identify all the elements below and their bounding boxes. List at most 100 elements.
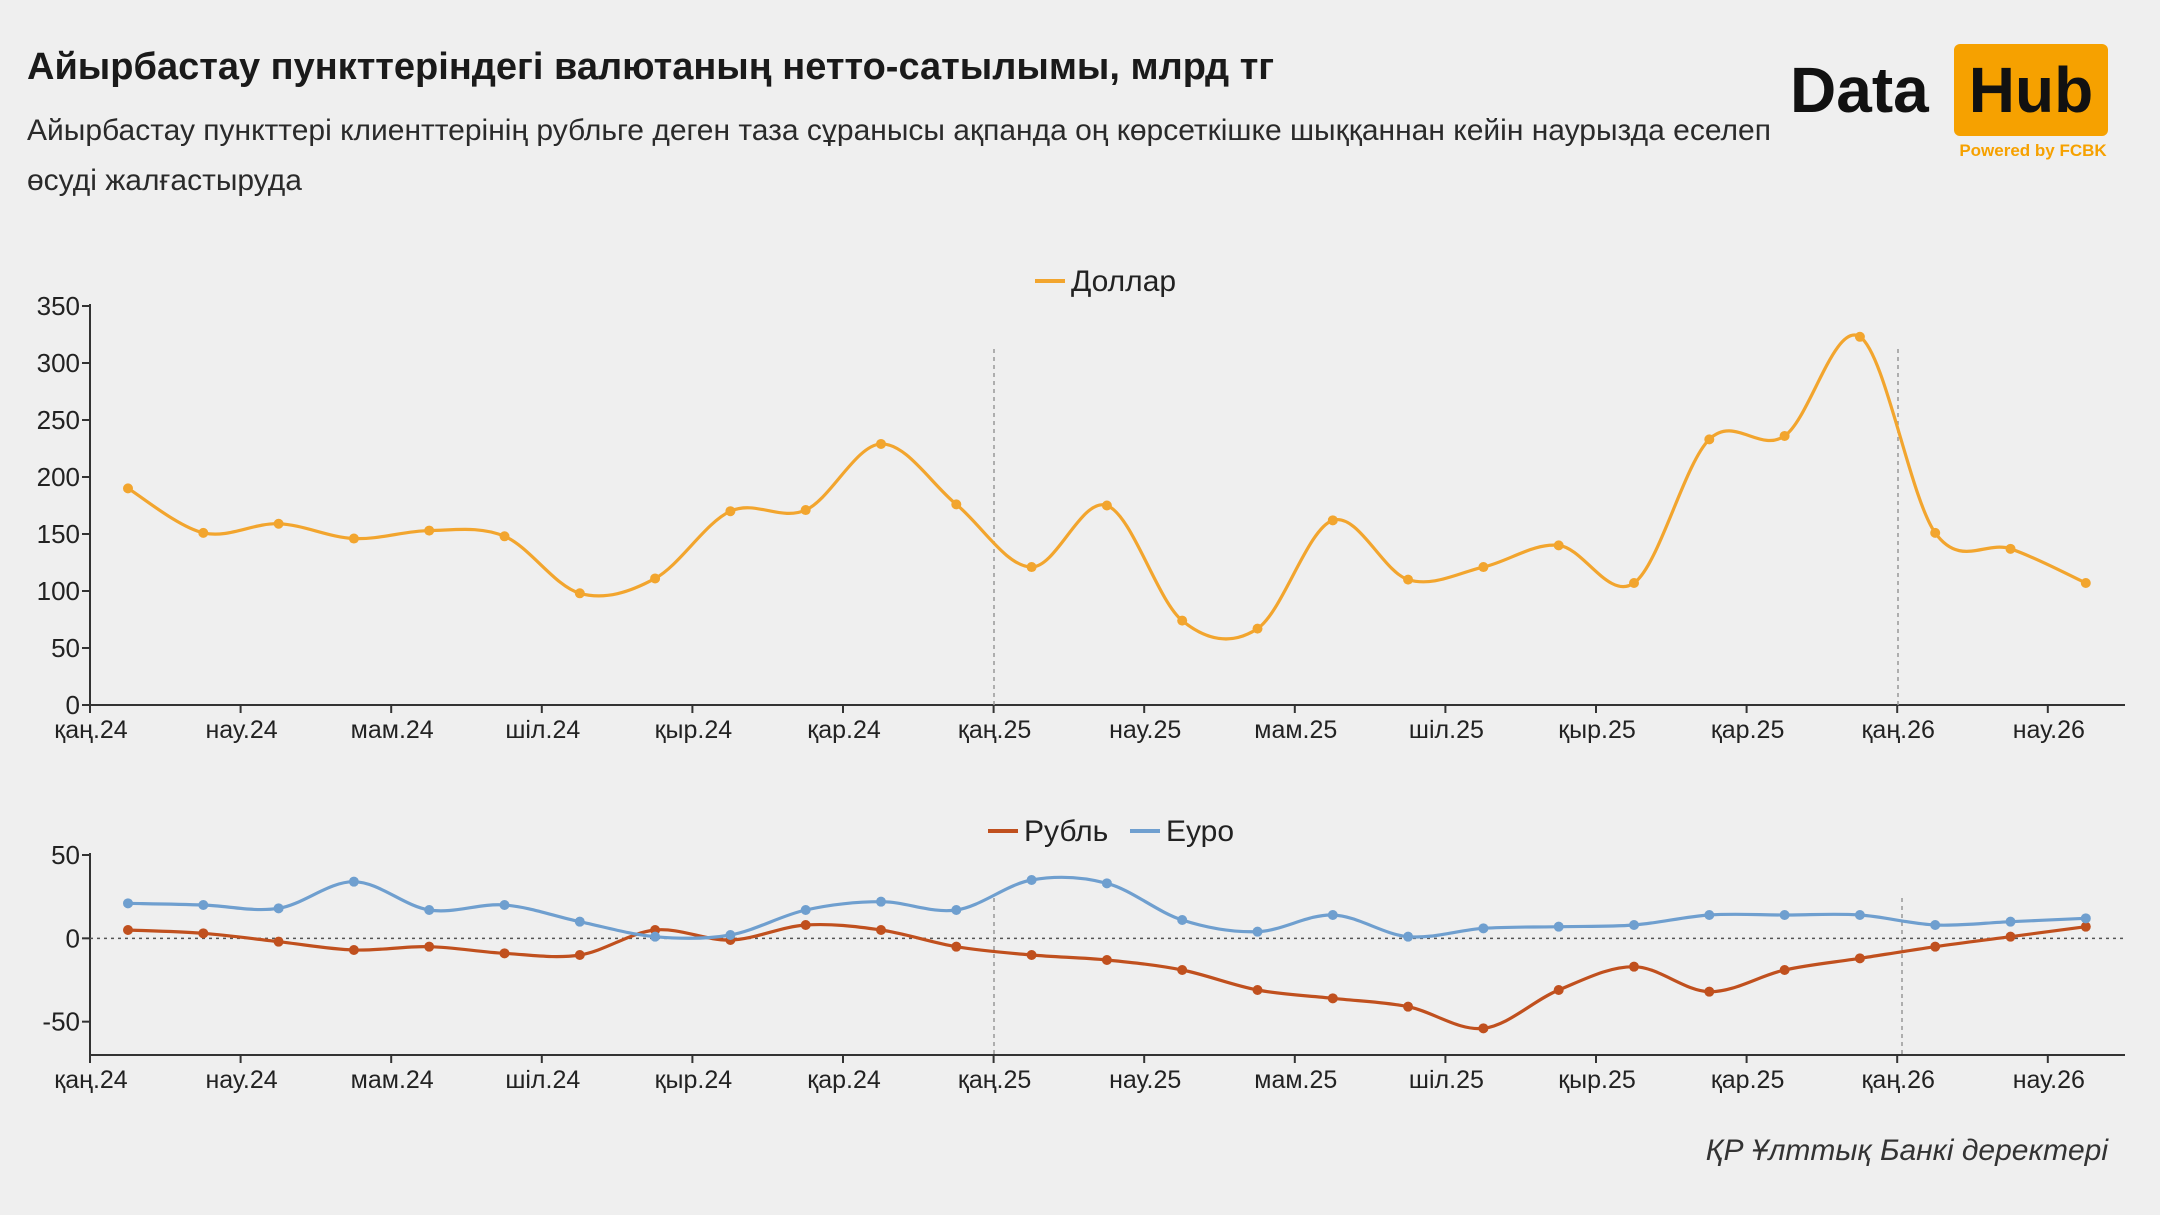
x-tick-label: шіл.25 [1409, 1066, 1484, 1094]
x-tick-label: қаң.25 [958, 716, 1031, 744]
data-point [348, 876, 359, 887]
data-point [1403, 931, 1414, 942]
data-point [1101, 955, 1112, 965]
data-point [1177, 915, 1188, 925]
data-point [1478, 562, 1489, 573]
x-tick-label: мам.24 [351, 716, 434, 744]
y-tick-label: 150 [37, 519, 80, 549]
data-point [1553, 921, 1564, 932]
data-point [1327, 993, 1338, 1004]
data-point [2005, 916, 2016, 927]
x-tick-label: нау.25 [1109, 716, 1181, 744]
x-tick-label: қаң.25 [958, 1066, 1031, 1094]
data-point [424, 905, 435, 915]
data-point [1252, 623, 1263, 634]
x-tick-label: қар.24 [807, 1066, 881, 1094]
x-tick-label: мам.25 [1254, 1066, 1337, 1094]
data-point [725, 506, 736, 517]
data-point [951, 499, 962, 510]
x-tick-label: қар.25 [1711, 716, 1785, 744]
data-point [1779, 430, 1790, 441]
x-tick-label: шіл.24 [505, 1066, 580, 1094]
data-point [348, 533, 359, 544]
data-point [876, 896, 886, 907]
data-point [1854, 331, 1865, 342]
data-point [123, 898, 133, 909]
y-tick-label: 50 [51, 840, 80, 870]
data-point [800, 920, 811, 930]
data-point [725, 930, 736, 940]
data-point [1779, 965, 1790, 975]
data-point [198, 928, 209, 939]
data-point [273, 936, 284, 947]
data-point [1930, 920, 1941, 930]
datahub-logo: Data Hub Powered by FCBK [1790, 44, 2110, 162]
y-tick-label: 0 [66, 923, 80, 953]
series-line-0 [127, 922, 2087, 1031]
data-point [1026, 950, 1037, 960]
data-point [273, 903, 284, 914]
data-point [1854, 953, 1865, 964]
x-tick-label: қаң.26 [1861, 1066, 1934, 1094]
data-point [348, 945, 359, 955]
data-point [1177, 615, 1188, 626]
data-point [1252, 985, 1263, 995]
data-point [1478, 923, 1489, 934]
x-tick-label: нау.24 [206, 716, 278, 744]
series-line-0 [127, 333, 2087, 641]
data-point [273, 518, 284, 529]
data-point [1553, 540, 1564, 551]
data-point [424, 525, 435, 536]
data-point [2005, 931, 2016, 942]
x-tick-label: қыр.24 [655, 1066, 733, 1094]
y-tick-label: 350 [37, 291, 80, 321]
data-point [574, 916, 585, 927]
y-tick-label: -50 [42, 1007, 80, 1037]
data-point [951, 941, 962, 952]
data-point [1403, 1001, 1414, 1012]
x-tick-label: қар.25 [1711, 1066, 1785, 1094]
data-point [1026, 875, 1037, 885]
data-point [1101, 878, 1112, 889]
source-note: ҚР Ұлттық Банкі деректері [1705, 1134, 2108, 1167]
x-tick-label: мам.25 [1254, 716, 1337, 744]
x-tick-label: нау.24 [206, 1066, 278, 1094]
x-tick-label: нау.26 [2013, 716, 2085, 744]
x-tick-label: қаң.26 [1861, 716, 1934, 744]
data-point [198, 900, 209, 910]
data-point [1704, 986, 1715, 997]
chart-title: Айырбастау пункттеріндегі валютаның нетт… [27, 46, 1275, 88]
data-point [800, 505, 811, 516]
logo-text-data: Data [1790, 54, 1929, 126]
data-point [1177, 965, 1188, 975]
data-point [1553, 985, 1564, 995]
y-tick-label: 300 [37, 348, 80, 378]
logo-text-hub: Hub [1954, 44, 2108, 136]
data-point [123, 925, 133, 935]
data-point [951, 905, 962, 915]
x-tick-label: қаң.24 [54, 1066, 127, 1094]
data-point [1327, 515, 1338, 526]
data-point [499, 531, 510, 542]
data-point [198, 527, 209, 538]
data-point [499, 900, 510, 910]
data-point [650, 931, 661, 942]
x-tick-label: шіл.25 [1409, 716, 1484, 744]
data-point [1704, 434, 1715, 445]
legend-label-0: Доллар [1071, 265, 1176, 298]
y-tick-label: 250 [37, 405, 80, 435]
data-point [876, 925, 886, 935]
x-tick-label: қыр.24 [655, 716, 733, 744]
data-point [1252, 926, 1263, 937]
x-tick-label: нау.26 [2013, 1066, 2085, 1094]
data-point [650, 573, 661, 584]
legend-label-0: Рубль [1024, 815, 1108, 848]
data-point [1101, 500, 1112, 511]
data-point [574, 588, 585, 599]
data-point [800, 905, 811, 915]
y-tick-label: 50 [51, 633, 80, 663]
x-tick-label: қар.24 [807, 716, 881, 744]
data-point [1629, 578, 1639, 589]
data-point [424, 941, 435, 952]
